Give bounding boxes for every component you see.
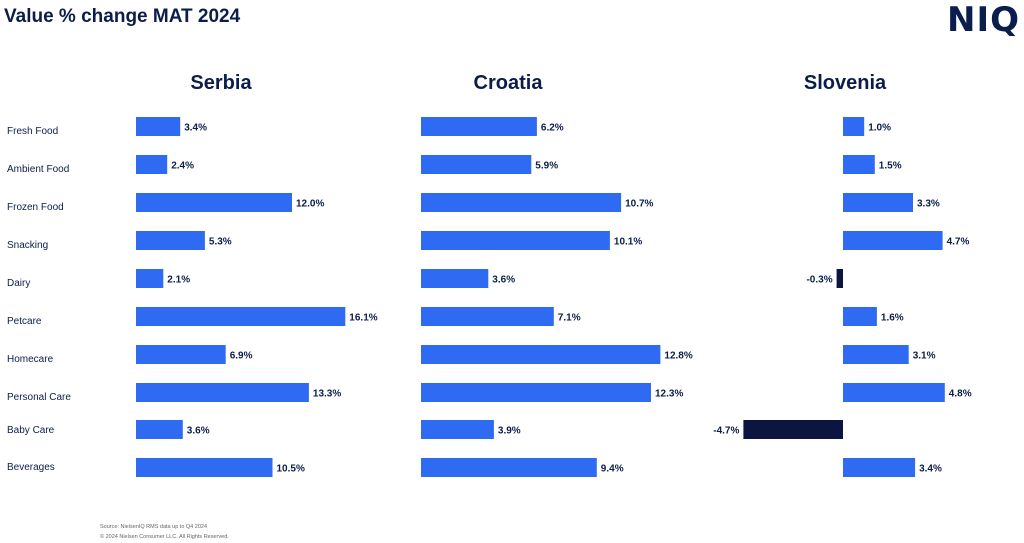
panel-title-serbia: Serbia bbox=[190, 72, 252, 94]
data-label: 10.1% bbox=[614, 237, 642, 248]
bar-croatia-petcare bbox=[421, 307, 554, 326]
bar-serbia-dairy bbox=[136, 269, 164, 288]
bar-slovenia-frozen-food bbox=[843, 193, 913, 212]
data-label: 2.1% bbox=[167, 275, 190, 286]
data-label: 3.6% bbox=[492, 275, 515, 286]
data-label: 10.7% bbox=[625, 199, 653, 210]
panel-title-croatia: Croatia bbox=[473, 72, 543, 94]
bar-serbia-homecare bbox=[136, 345, 226, 364]
data-label: 12.0% bbox=[296, 199, 324, 210]
data-label: 12.8% bbox=[664, 351, 692, 362]
bar-croatia-ambient-food bbox=[421, 155, 532, 174]
category-label: Fresh Food bbox=[7, 126, 59, 137]
bar-slovenia-snacking bbox=[843, 231, 943, 250]
data-label: 16.1% bbox=[349, 313, 377, 324]
bar-croatia-dairy bbox=[421, 269, 489, 288]
bar-slovenia-beverages bbox=[843, 458, 916, 477]
bar-serbia-baby-care bbox=[136, 420, 183, 439]
data-label: 3.9% bbox=[498, 426, 521, 437]
data-label: 2.4% bbox=[171, 161, 194, 172]
bar-slovenia-petcare bbox=[843, 307, 877, 326]
bar-croatia-beverages bbox=[421, 458, 597, 477]
category-label: Homecare bbox=[7, 354, 54, 365]
bar-serbia-beverages bbox=[136, 458, 273, 477]
bar-serbia-petcare bbox=[136, 307, 346, 326]
niq-logo: NIQ bbox=[946, 0, 1020, 40]
bar-slovenia-baby-care bbox=[743, 420, 843, 439]
bar-slovenia-homecare bbox=[843, 345, 909, 364]
data-label: 4.7% bbox=[947, 237, 970, 248]
bar-slovenia-dairy bbox=[836, 269, 843, 288]
data-label: 4.8% bbox=[949, 389, 972, 400]
category-label: Snacking bbox=[7, 240, 49, 251]
category-label: Ambient Food bbox=[7, 164, 70, 175]
source-note: Source: NielsenIQ RMS data up to Q4 2024 bbox=[100, 524, 208, 530]
data-label: -0.3% bbox=[806, 275, 832, 286]
bar-croatia-baby-care bbox=[421, 420, 494, 439]
chart-title: Value % change MAT 2024 bbox=[4, 6, 241, 27]
category-label: Dairy bbox=[7, 278, 31, 289]
data-label: 1.5% bbox=[879, 161, 902, 172]
bar-serbia-fresh-food bbox=[136, 117, 181, 136]
bar-croatia-personal-care bbox=[421, 383, 651, 402]
category-label: Baby Care bbox=[7, 425, 55, 436]
bar-croatia-fresh-food bbox=[421, 117, 537, 136]
data-label: 7.1% bbox=[558, 313, 581, 324]
data-label: 13.3% bbox=[313, 389, 341, 400]
bar-slovenia-personal-care bbox=[843, 383, 945, 402]
data-label: 3.4% bbox=[184, 123, 207, 134]
data-label: 6.2% bbox=[541, 123, 564, 134]
data-label: 5.3% bbox=[209, 237, 232, 248]
data-label: 9.4% bbox=[601, 464, 624, 475]
bar-serbia-snacking bbox=[136, 231, 205, 250]
category-label: Petcare bbox=[7, 316, 42, 327]
bar-slovenia-ambient-food bbox=[843, 155, 875, 174]
data-label: 5.9% bbox=[535, 161, 558, 172]
data-label: 1.6% bbox=[881, 313, 904, 324]
bar-croatia-snacking bbox=[421, 231, 610, 250]
copyright-note: © 2024 Nielsen Consumer LLC. All Rights … bbox=[100, 534, 229, 540]
data-label: 6.9% bbox=[230, 351, 253, 362]
category-label: Frozen Food bbox=[7, 202, 64, 213]
bar-croatia-homecare bbox=[421, 345, 661, 364]
bar-croatia-frozen-food bbox=[421, 193, 622, 212]
bar-slovenia-fresh-food bbox=[843, 117, 865, 136]
data-label: 10.5% bbox=[277, 464, 305, 475]
data-label: 3.4% bbox=[919, 464, 942, 475]
data-label: 1.0% bbox=[868, 123, 891, 134]
category-label: Beverages bbox=[7, 462, 55, 473]
category-label: Personal Care bbox=[7, 392, 71, 403]
bar-serbia-ambient-food bbox=[136, 155, 168, 174]
data-label: 12.3% bbox=[655, 389, 683, 400]
data-label: 3.1% bbox=[913, 351, 936, 362]
bar-serbia-personal-care bbox=[136, 383, 309, 402]
data-label: 3.3% bbox=[917, 199, 940, 210]
panel-title-slovenia: Slovenia bbox=[803, 72, 887, 94]
data-label: -4.7% bbox=[713, 426, 739, 437]
bar-serbia-frozen-food bbox=[136, 193, 292, 212]
data-label: 3.6% bbox=[187, 426, 210, 437]
